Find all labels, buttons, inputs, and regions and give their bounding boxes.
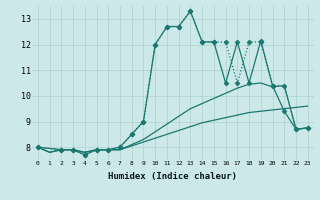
X-axis label: Humidex (Indice chaleur): Humidex (Indice chaleur) xyxy=(108,172,237,181)
